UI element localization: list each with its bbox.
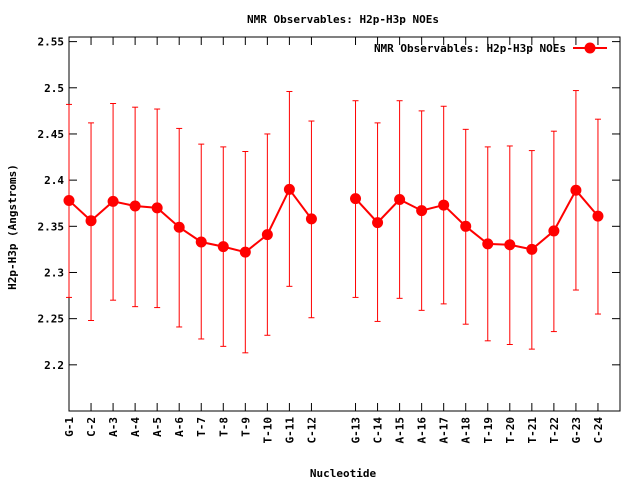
x-tick-label: T-22 bbox=[548, 417, 561, 444]
series-line bbox=[68, 187, 313, 254]
data-point bbox=[504, 239, 516, 251]
x-tick-label: A-4 bbox=[129, 417, 142, 437]
data-point bbox=[438, 199, 450, 211]
x-tick-label: T-9 bbox=[239, 417, 252, 437]
y-tick-label: 2.55 bbox=[38, 36, 65, 49]
y-axis: 2.2 2.25 2.3 2.35 2.4 2.45 2.5 2.55 bbox=[38, 36, 620, 372]
data-point bbox=[63, 194, 75, 206]
data-point bbox=[151, 202, 163, 214]
x-tick-label: G-1 bbox=[63, 417, 76, 437]
data-point bbox=[261, 229, 273, 241]
data-point bbox=[217, 241, 229, 253]
legend-marker bbox=[584, 42, 596, 54]
data-point bbox=[129, 200, 141, 212]
x-tick-label: C-12 bbox=[305, 417, 318, 444]
x-tick-label: G-11 bbox=[283, 417, 296, 444]
legend: NMR Observables: H2p-H3p NOEs bbox=[374, 42, 607, 55]
series-line bbox=[354, 188, 599, 251]
data-point bbox=[592, 210, 604, 222]
x-tick-label: G-13 bbox=[350, 417, 363, 444]
x-tick-label: C-2 bbox=[85, 417, 98, 437]
y-tick-label: 2.2 bbox=[44, 359, 64, 372]
x-tick-label: A-6 bbox=[173, 417, 186, 437]
chart-title: NMR Observables: H2p-H3p NOEs bbox=[247, 13, 439, 26]
x-axis: G-1 C-2 A-3 A-4 A-5 A-6 T-7 T-8 T-9 T-10 G-11 C-12 G… bbox=[63, 37, 605, 444]
y-tick-label: 2.4 bbox=[44, 174, 64, 187]
x-tick-label: T-19 bbox=[482, 417, 495, 444]
x-tick-label: A-17 bbox=[438, 417, 451, 444]
data-point bbox=[394, 194, 406, 206]
x-tick-label: T-20 bbox=[504, 417, 517, 444]
y-tick-label: 2.3 bbox=[44, 266, 64, 279]
x-axis-label: Nucleotide bbox=[310, 467, 377, 480]
plot-frame bbox=[68, 36, 621, 412]
x-tick-label: G-23 bbox=[570, 417, 583, 444]
data-point bbox=[239, 246, 251, 258]
x-tick-label: T-7 bbox=[195, 417, 208, 437]
data-point bbox=[526, 243, 538, 255]
y-tick-label: 2.45 bbox=[38, 128, 65, 141]
data-point bbox=[107, 195, 119, 207]
data-point bbox=[460, 220, 472, 232]
x-tick-label: T-8 bbox=[217, 417, 230, 437]
x-tick-label: A-5 bbox=[151, 417, 164, 437]
data-point bbox=[416, 205, 428, 217]
data-point bbox=[173, 221, 185, 233]
x-tick-label: A-3 bbox=[107, 417, 120, 437]
data-point bbox=[85, 215, 97, 227]
data-point bbox=[283, 183, 295, 195]
y-axis-label: H2p-H3p (Angstroms) bbox=[6, 164, 19, 290]
data-point bbox=[482, 238, 494, 250]
x-tick-label: A-16 bbox=[416, 417, 429, 444]
y-tick-label: 2.25 bbox=[38, 313, 65, 326]
x-tick-label: T-21 bbox=[526, 417, 539, 444]
data-point bbox=[350, 193, 362, 205]
x-tick-label: A-18 bbox=[460, 417, 473, 444]
data-point bbox=[305, 213, 317, 225]
data-point bbox=[570, 184, 582, 196]
x-tick-label: C-14 bbox=[372, 417, 385, 444]
data-point bbox=[548, 225, 560, 237]
x-tick-label: T-10 bbox=[261, 417, 274, 444]
data-point bbox=[195, 236, 207, 248]
y-tick-label: 2.5 bbox=[44, 82, 64, 95]
y-tick-label: 2.35 bbox=[38, 220, 65, 233]
data-point bbox=[372, 217, 384, 229]
legend-label: NMR Observables: H2p-H3p NOEs bbox=[374, 42, 566, 55]
x-tick-label: A-15 bbox=[394, 417, 407, 444]
series-layer bbox=[63, 90, 604, 354]
x-tick-label: C-24 bbox=[592, 417, 605, 444]
